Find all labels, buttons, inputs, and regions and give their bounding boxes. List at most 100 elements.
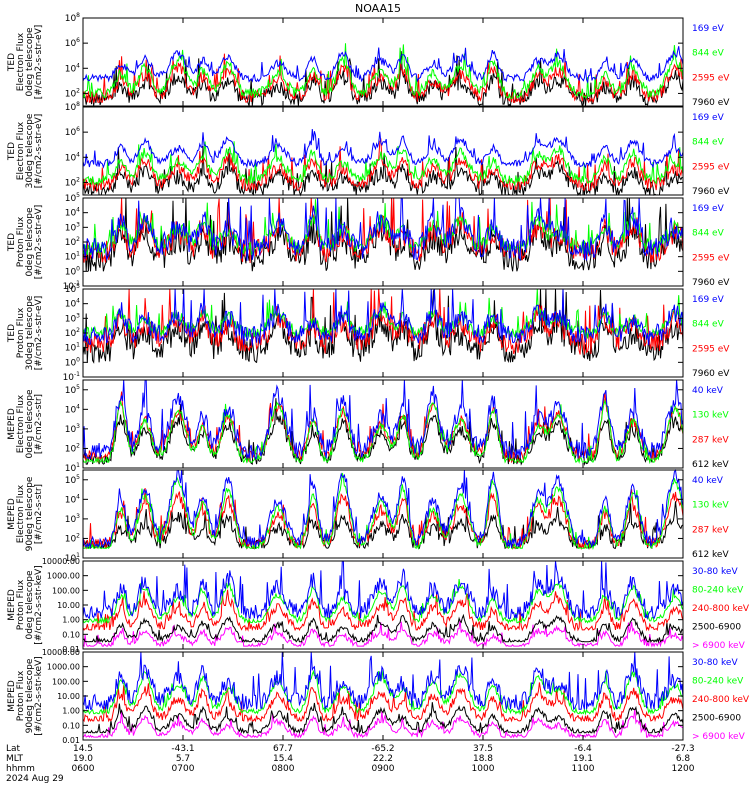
ephemeris-mlt-value: 5.7: [176, 754, 190, 764]
ephemeris-mlt-value: 6.8: [676, 754, 691, 764]
legend-entry: 287 keV: [692, 435, 729, 445]
y-axis-label: MEPED: [7, 498, 17, 530]
y-axis-label: Electron Flux: [16, 394, 26, 453]
y-tick-label: 106: [65, 37, 80, 49]
y-axis-label: Proton Flux: [16, 670, 26, 721]
legend-entry: 844 eV: [692, 138, 725, 148]
series-line-blue: [82, 197, 684, 261]
legend-entry: 40 keV: [692, 476, 724, 486]
legend-entry: 130 keV: [692, 501, 729, 511]
y-tick-label: 103: [65, 221, 80, 233]
y-axis-label: [#/cm2-s-str-eV]: [34, 25, 44, 100]
y-axis-label: 0deg telescope: [25, 389, 35, 459]
y-tick-label: 1000.00: [47, 572, 80, 581]
series-line-green: [82, 669, 684, 716]
series-line-blue: [82, 46, 684, 84]
ephemeris-label-hhmm: hhmm: [6, 764, 35, 774]
legend-entry: 7960 eV: [692, 369, 730, 379]
ephemeris-mlt-value: 19.0: [73, 754, 93, 764]
ephemeris-lat-value: -6.4: [574, 744, 592, 754]
y-tick-label: 103: [65, 312, 80, 324]
ephemeris-mlt-value: 22.2: [373, 754, 393, 764]
y-axis-label: Electron Flux: [16, 32, 26, 91]
panel-frame: [82, 106, 684, 196]
series-line-blue: [82, 651, 684, 711]
y-axis-label: Electron Flux: [16, 484, 26, 543]
ephemeris-label-mlt: MLT: [6, 754, 24, 764]
y-tick-label: 104: [65, 207, 80, 219]
legend-entry: 169 eV: [692, 295, 725, 305]
legend-entry: 130 keV: [692, 411, 729, 421]
y-tick-label: 0.10: [62, 721, 80, 730]
y-tick-label: 1.00: [62, 616, 80, 625]
y-axis-label: MEPED: [7, 680, 17, 712]
series-line-blue: [82, 560, 684, 621]
y-axis-label: 90deg telescope: [25, 658, 35, 733]
legend-entry: 2500-6900: [692, 714, 741, 724]
date-label: 2024 Aug 29: [6, 774, 64, 784]
y-axis-label: TED: [7, 233, 17, 252]
ephemeris-lat-value: 14.5: [73, 744, 93, 754]
y-axis-label: [#/cm2-s-str-keV]: [34, 565, 44, 644]
series-line-green: [83, 472, 684, 551]
series-line-black: [83, 702, 684, 735]
y-axis-label: TED: [7, 324, 17, 343]
y-axis-label: 30deg telescope: [25, 295, 35, 370]
y-axis-label: Proton Flux: [16, 307, 26, 358]
legend-entry: 80-240 keV: [692, 677, 744, 687]
legend-entry: 240-800 keV: [692, 695, 750, 705]
panel-5: 101 102 103 104 105 MEPED Electron Flux 0deg te…: [7, 379, 729, 474]
ephemeris-lat-value: 67.7: [273, 744, 293, 754]
y-axis-label: [#/cm2-s-str]: [34, 394, 44, 454]
ephemeris-lat-value: -43.1: [171, 744, 194, 754]
legend-entry: 30-80 keV: [692, 567, 738, 577]
legend-entry: 844 eV: [692, 229, 725, 239]
y-tick-label: 108: [65, 101, 80, 113]
panel-1: 102 104 106 108 TED Electron Flux 0deg telesco…: [7, 12, 730, 108]
y-tick-label: 0.01: [62, 645, 80, 654]
y-tick-label: 100: [65, 265, 80, 277]
y-tick-label: 104: [65, 62, 80, 74]
y-tick-label: 10.00: [57, 601, 80, 610]
ephemeris-mlt-value: 19.1: [573, 754, 593, 764]
y-tick-label: 108: [65, 12, 80, 24]
legend-entry: 2595 eV: [692, 162, 730, 172]
series-line-blue: [82, 379, 684, 459]
y-tick-label: 102: [65, 442, 80, 454]
y-tick-label: 100: [65, 356, 80, 368]
y-axis-label: 0deg telescope: [25, 570, 35, 640]
panel-frame: [82, 288, 684, 378]
legend-entry: 844 eV: [692, 320, 725, 330]
series-line-blue: [82, 468, 684, 549]
y-tick-label: 1000.00: [47, 663, 80, 672]
y-tick-label: 0.10: [62, 630, 80, 639]
series-line-red: [82, 138, 684, 193]
y-tick-label: 10000.00: [42, 648, 80, 657]
ephemeris-hhmm-value: 0800: [272, 764, 295, 774]
legend-entry: 30-80 keV: [692, 658, 738, 668]
legend-entry: 2500-6900: [692, 623, 741, 633]
y-tick-label: 103: [65, 513, 80, 525]
legend-entry: 40 keV: [692, 386, 724, 396]
y-tick-label: 100.00: [52, 586, 80, 595]
y-axis-label: 0deg telescope: [25, 27, 35, 97]
y-tick-label: 101: [65, 342, 80, 354]
legend-entry: > 6900 keV: [692, 732, 746, 742]
y-axis-label: TED: [7, 142, 17, 161]
series-line-blue: [82, 128, 684, 169]
y-tick-label: 104: [65, 493, 80, 505]
legend-entry: 2595 eV: [692, 344, 730, 354]
y-axis-label: MEPED: [7, 408, 17, 440]
y-tick-label: 101: [65, 251, 80, 263]
y-axis-label: 0deg telescope: [25, 207, 35, 277]
y-tick-label: 102: [65, 87, 80, 99]
y-axis-label: [#/cm2-s-str]: [34, 484, 44, 544]
legend-entry: 240-800 keV: [692, 604, 750, 614]
series-line-red: [82, 288, 684, 355]
panel-2: 102 104 106 108 TED Electron Flux 30deg telesc…: [7, 101, 730, 197]
legend-entry: 7960 eV: [692, 187, 730, 197]
figure-title: NOAA15: [355, 2, 401, 15]
